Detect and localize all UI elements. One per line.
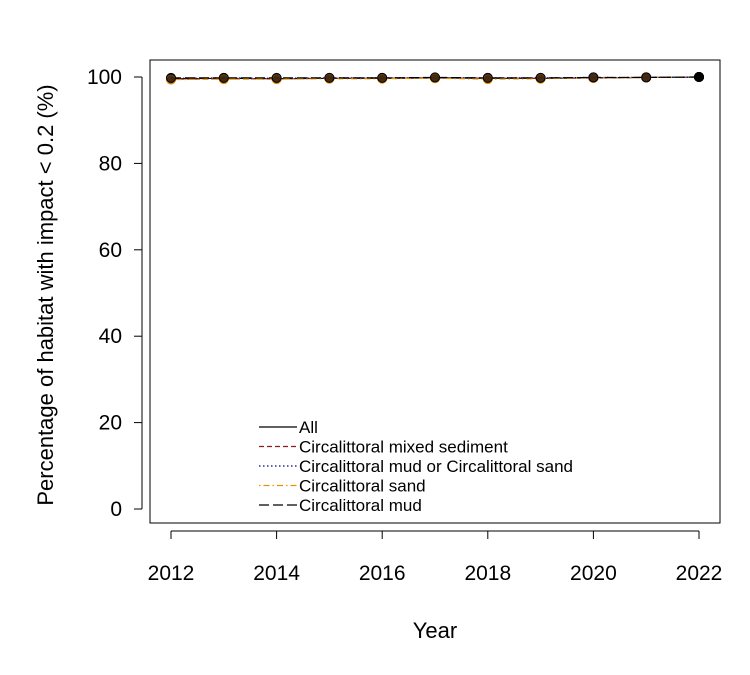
x-axis-title: Year (413, 618, 457, 643)
series-point-5 (271, 72, 282, 83)
y-tick-label: 100 (87, 66, 122, 89)
series-point-5 (588, 72, 599, 83)
series-point-5 (535, 72, 546, 83)
x-tick-label: 2016 (359, 562, 406, 585)
series-layer (166, 72, 704, 85)
y-tick-label: 60 (99, 239, 122, 262)
series-point-5 (324, 72, 335, 83)
series-point-5 (694, 72, 704, 82)
y-axis: 0 20 40 60 80 100 (87, 66, 143, 521)
series-point-5 (482, 72, 493, 83)
x-tick-label: 2020 (570, 562, 617, 585)
y-axis-title: Percentage of habitat with impact < 0.2 … (33, 84, 58, 505)
y-tick-label: 40 (99, 325, 122, 348)
x-tick-label: 2022 (676, 562, 723, 585)
series-point-5 (166, 72, 176, 83)
x-tick-label: 2012 (148, 562, 195, 585)
legend-label: Circalittoral mud or Circalittoral sand (299, 457, 573, 476)
legend-label: Circalittoral sand (299, 477, 426, 496)
legend-label: Circalittoral mixed sediment (299, 438, 508, 457)
y-tick-label: 0 (110, 498, 122, 521)
y-tick-label: 80 (99, 152, 122, 175)
y-tick-label: 20 (99, 412, 122, 435)
plot-frame (149, 59, 721, 524)
series-point-5 (641, 72, 652, 83)
x-tick-label: 2014 (253, 562, 300, 585)
series-point-5 (377, 72, 388, 83)
legend-label: All (299, 418, 318, 437)
series-point-5 (218, 72, 229, 83)
series-line-5 (171, 76, 700, 79)
x-tick-label: 2018 (464, 562, 511, 585)
legend-label: Circalittoral mud (299, 496, 422, 515)
x-axis: 2012 2014 2016 2018 2020 2022 (148, 530, 723, 585)
series-point-5 (430, 72, 440, 83)
